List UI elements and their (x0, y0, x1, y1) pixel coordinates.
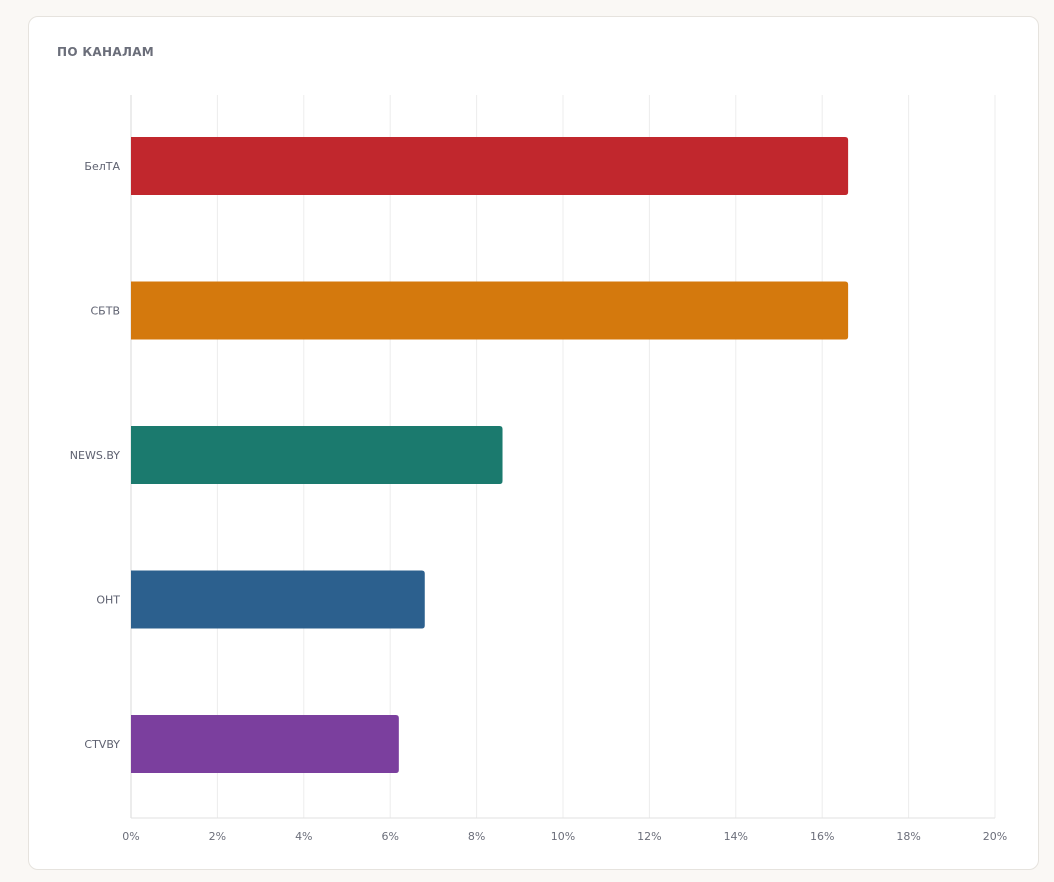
bars (131, 137, 849, 773)
channels-card: ПО КАНАЛАМ БелТА СБТВ NEWS.BY ОНТ CTVBY 0% 2%… (28, 16, 1039, 870)
bar-2[interactable] (131, 281, 849, 340)
channels-bar-chart: БелТА СБТВ NEWS.BY ОНТ CTVBY 0% 2% 4% 6% 8% 10% 12… (70, 95, 1007, 843)
category-label: CTVBY (84, 738, 120, 751)
bar-1[interactable] (131, 137, 849, 195)
x-tick-label: 2% (209, 830, 226, 843)
category-label: NEWS.BY (70, 449, 120, 462)
x-tick-label: 10% (551, 830, 575, 843)
x-tick-label: 0% (122, 830, 139, 843)
bar-5[interactable] (131, 715, 399, 773)
x-tick-labels: 0% 2% 4% 6% 8% 10% 12% 14% 16% 18% 20% (122, 830, 1007, 843)
card-title: ПО КАНАЛАМ (57, 45, 155, 59)
category-label: ОНТ (96, 594, 120, 607)
bar-4[interactable] (131, 570, 425, 629)
x-tick-label: 8% (468, 830, 485, 843)
x-tick-label: 18% (896, 830, 920, 843)
x-tick-label: 6% (381, 830, 398, 843)
bar-3[interactable] (131, 426, 503, 484)
category-labels: БелТА СБТВ NEWS.BY ОНТ CTVBY (70, 160, 121, 751)
category-label: СБТВ (91, 305, 121, 318)
x-tick-label: 20% (983, 830, 1007, 843)
category-label: БелТА (84, 160, 120, 173)
x-tick-label: 12% (637, 830, 661, 843)
x-tick-label: 16% (810, 830, 834, 843)
x-tick-label: 14% (724, 830, 748, 843)
x-tick-label: 4% (295, 830, 312, 843)
